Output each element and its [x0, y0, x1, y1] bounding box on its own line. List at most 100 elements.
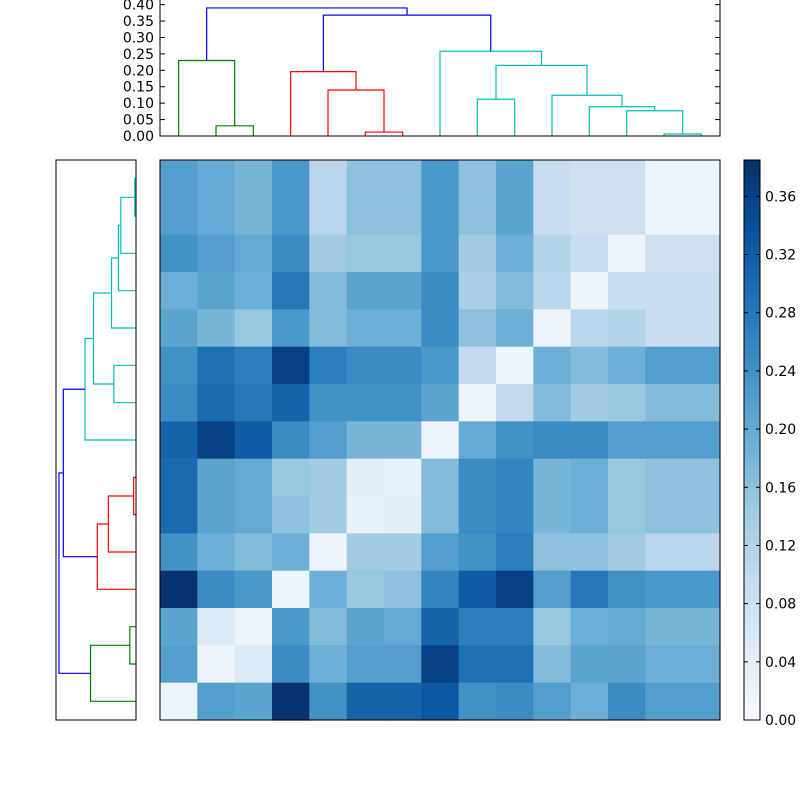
heatmap-cell-4-2 — [234, 309, 273, 348]
heatmap-cell-11-7 — [421, 570, 460, 609]
heatmap-cell-4-8 — [458, 309, 497, 348]
heatmap-cell-12-7 — [421, 608, 460, 646]
heatmap-cell-13-2 — [234, 645, 273, 684]
heatmap-cell-14-6 — [384, 682, 422, 721]
heatmap-cell-3-3 — [272, 272, 310, 310]
heatmap-cell-4-6 — [384, 309, 422, 348]
heatmap-cell-1-4 — [309, 197, 348, 236]
heatmap-cell-6-6 — [384, 384, 422, 422]
heatmap-cell-6-5 — [346, 384, 385, 422]
heatmap-cell-1-3 — [272, 197, 310, 236]
heatmap-cell-10-3 — [272, 533, 310, 572]
heatmap-cell-3-5 — [346, 272, 385, 310]
top-dendrogram-ytick-label: 0.20 — [123, 63, 154, 79]
heatmap-cell-14-4 — [309, 682, 348, 721]
heatmap-cell-10-8 — [458, 533, 497, 572]
top-dendrogram-link-12 — [322, 14, 492, 72]
heatmap-cell-7-8 — [458, 421, 497, 460]
heatmap-cell-0-13 — [645, 160, 684, 198]
heatmap-cell-0-9 — [496, 160, 534, 198]
top-dendrogram-link-5 — [663, 133, 702, 136]
heatmap-cell-5-2 — [234, 346, 273, 385]
heatmap-cell-2-2 — [234, 234, 273, 273]
top-dendrogram-link-7 — [588, 106, 656, 136]
heatmap-cell-10-5 — [346, 533, 385, 572]
heatmap-cell-6-3 — [272, 384, 310, 422]
heatmap-cell-2-5 — [346, 234, 385, 273]
heatmap-cell-4-13 — [645, 309, 684, 348]
left-dendrogram-link-4 — [113, 364, 136, 404]
top-dendrogram-ytick-label: 0.10 — [123, 96, 154, 112]
left-dendrogram-frame — [55, 159, 137, 721]
heatmap-cell-13-8 — [458, 645, 497, 684]
heatmap-cell-7-10 — [533, 421, 572, 460]
heatmap-cell-8-3 — [272, 458, 310, 497]
heatmap-cell-9-0 — [160, 496, 198, 534]
heatmap-cell-3-12 — [608, 272, 646, 310]
heatmap-cell-12-1 — [197, 608, 236, 646]
heatmap-cell-2-11 — [570, 234, 609, 273]
heatmap-cell-2-7 — [421, 234, 460, 273]
heatmap-cell-14-9 — [496, 682, 534, 721]
heatmap-cell-6-8 — [458, 384, 497, 422]
heatmap-cell-8-2 — [234, 458, 273, 497]
heatmap-cell-10-10 — [533, 533, 572, 572]
heatmap-cell-10-14 — [682, 533, 721, 572]
heatmap-cell-4-1 — [197, 309, 236, 348]
heatmap-cell-6-1 — [197, 384, 236, 422]
top-dendrogram-link-13 — [206, 7, 408, 61]
heatmap-cell-9-9 — [496, 496, 534, 534]
colorbar-tick-label: 0.24 — [765, 364, 796, 380]
heatmap-cell-1-7 — [421, 197, 460, 236]
heatmap-cell-8-13 — [645, 458, 684, 497]
heatmap-cell-4-14 — [682, 309, 721, 348]
heatmap-cell-10-7 — [421, 533, 460, 572]
heatmap-cell-6-4 — [309, 384, 348, 422]
heatmap-cell-0-7 — [421, 160, 460, 198]
heatmap-cell-7-1 — [197, 421, 236, 460]
heatmap-cell-10-1 — [197, 533, 236, 572]
heatmap-cell-1-6 — [384, 197, 422, 236]
heatmap-cell-12-8 — [458, 608, 497, 646]
heatmap-cell-9-3 — [272, 496, 310, 534]
top-dendrogram-ytick-label: 0.40 — [123, 0, 154, 14]
top-dendrogram-link-6 — [626, 110, 684, 136]
heatmap-cell-5-4 — [309, 346, 348, 385]
heatmap-cell-9-14 — [682, 496, 721, 534]
heatmap-cell-2-6 — [384, 234, 422, 273]
top-dendrogram-ytick-label: 0.00 — [123, 129, 154, 145]
heatmap-cell-12-0 — [160, 608, 198, 646]
heatmap-cell-1-8 — [458, 197, 497, 236]
heatmap-cell-12-5 — [346, 608, 385, 646]
heatmap-cell-2-1 — [197, 234, 236, 273]
heatmap-cell-7-4 — [309, 421, 348, 460]
top-dendrogram-ytick-label: 0.35 — [123, 14, 154, 30]
heatmap-cell-13-11 — [570, 645, 609, 684]
heatmap-cell-4-0 — [160, 309, 198, 348]
heatmap-cell-9-7 — [421, 496, 460, 534]
heatmap-cell-1-0 — [160, 197, 198, 236]
top-dendrogram-ytick-label: 0.25 — [123, 47, 154, 63]
heatmap-cell-14-10 — [533, 682, 572, 721]
heatmap-cell-3-6 — [384, 272, 422, 310]
heatmap-cell-0-5 — [346, 160, 385, 198]
top-dendrogram-ytick-label: 0.05 — [123, 113, 154, 129]
heatmap-cell-2-3 — [272, 234, 310, 273]
heatmap-cell-8-11 — [570, 458, 609, 497]
top-dendrogram-ytick-label: 0.30 — [123, 30, 154, 46]
heatmap-cell-14-0 — [160, 682, 198, 721]
heatmap-cell-10-6 — [384, 533, 422, 572]
top-dendrogram-link-4 — [290, 71, 357, 136]
heatmap-cell-12-10 — [533, 608, 572, 646]
heatmap-cell-8-10 — [533, 458, 572, 497]
heatmap-cell-8-12 — [608, 458, 646, 497]
heatmap-cell-7-0 — [160, 421, 198, 460]
heatmap-cell-9-1 — [197, 496, 236, 534]
heatmap-cell-6-14 — [682, 384, 721, 422]
top-dendrogram-link-0 — [215, 125, 254, 136]
heatmap-cell-11-9 — [496, 570, 534, 609]
heatmap-cell-8-6 — [384, 458, 422, 497]
heatmap-cell-10-4 — [309, 533, 348, 572]
heatmap-cell-8-1 — [197, 458, 236, 497]
heatmap-cell-1-14 — [682, 197, 721, 236]
